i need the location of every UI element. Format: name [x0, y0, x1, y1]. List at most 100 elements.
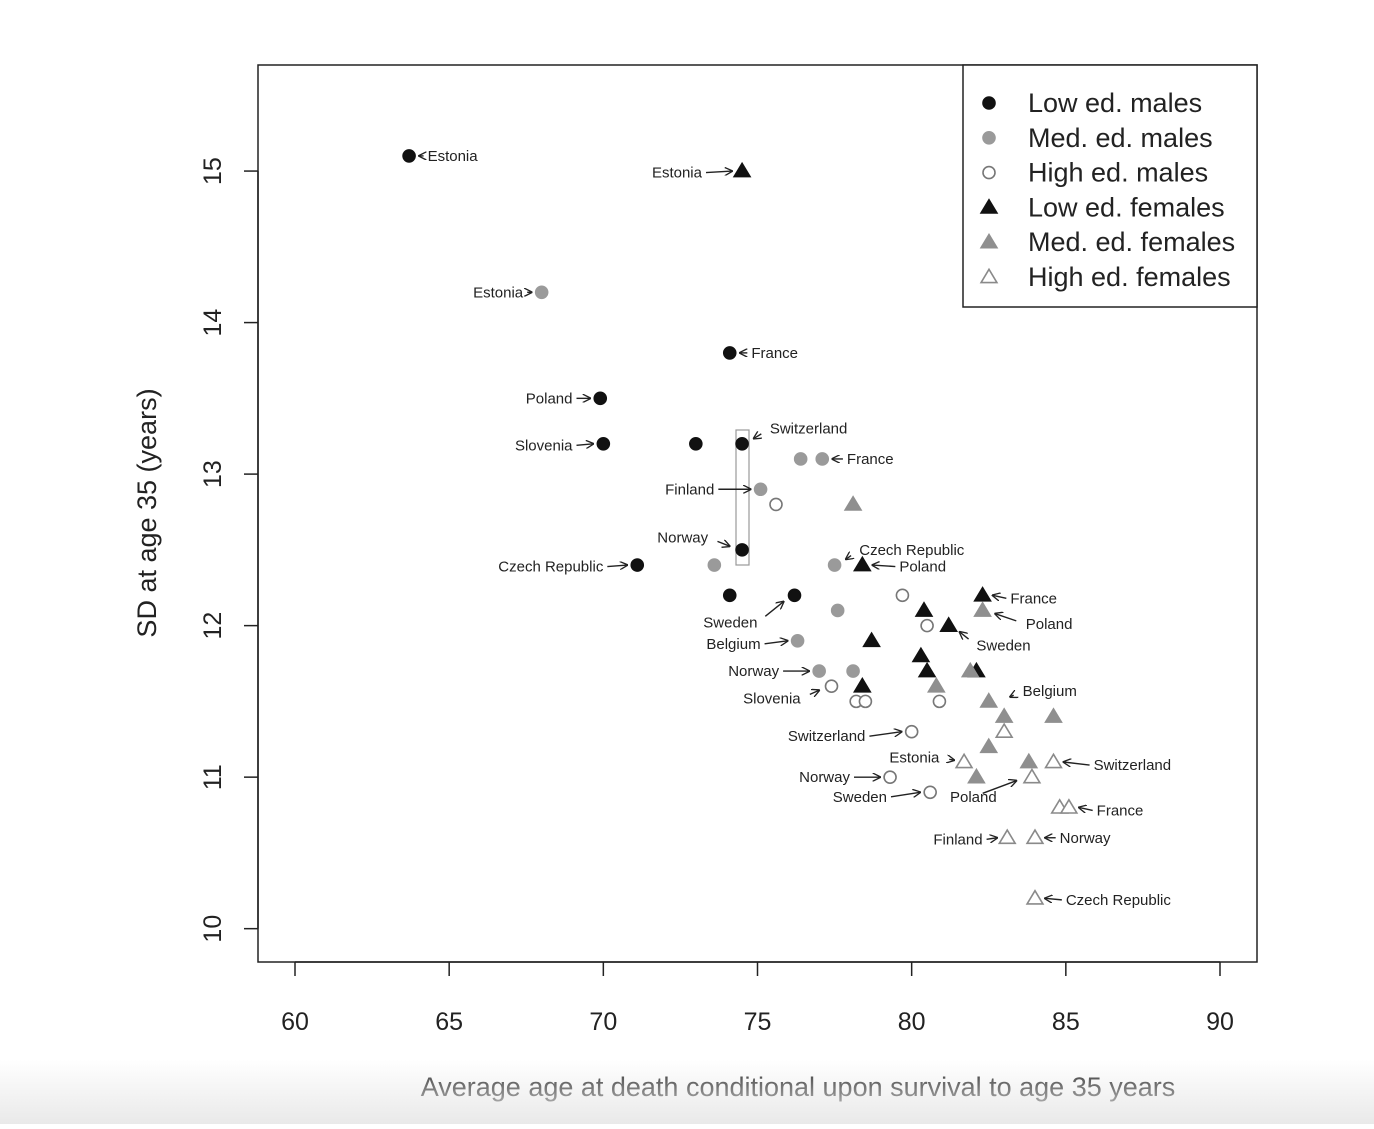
legend-label: High ed. males [1028, 158, 1208, 188]
med-ed-males-point [830, 603, 845, 618]
low-ed-females-point [911, 646, 931, 663]
annotation-arrow [993, 595, 1007, 598]
low-ed-females-point [939, 616, 958, 632]
y-axis: 10 11 12 13 14 15 [199, 157, 259, 943]
annotation-arrow [995, 614, 1017, 622]
annotation-arrow [717, 541, 729, 546]
x-tick-label: 85 [1052, 1008, 1080, 1036]
annotation-label: Czech Republic [859, 542, 965, 559]
annotation-label: Czech Republic [1066, 892, 1172, 909]
annotation-label: Finland [933, 831, 982, 848]
low-ed-males-point [722, 346, 737, 360]
annotation-arrow [890, 792, 920, 797]
annotation-label: Poland [526, 390, 573, 407]
low-ed-males-point [735, 437, 749, 451]
annotation-label: Finland [665, 481, 714, 498]
annotation-label: Slovenia [743, 690, 801, 707]
high-ed-females-point [994, 722, 1014, 739]
low-ed-males-point [787, 588, 802, 603]
med-ed-females-point [927, 677, 946, 693]
annotation-label: France [751, 345, 798, 362]
low-ed-females-point [862, 631, 881, 648]
annotation-label: Switzerland [770, 421, 848, 438]
x-tick-label: 65 [435, 1008, 463, 1036]
med-ed-females-point [843, 495, 863, 511]
med-ed-females-point [1044, 707, 1063, 723]
annotation-label: Belgium [1023, 683, 1077, 700]
legend-marker-high-ed-females [979, 267, 999, 284]
annotation-label: France [1010, 590, 1057, 607]
legend-marker-med-ed-females [979, 232, 999, 249]
med-ed-females-point [979, 737, 999, 754]
high-ed-males-point [769, 497, 783, 512]
legend-label: Low ed. females [1028, 192, 1225, 222]
annotation-arrow [960, 632, 970, 639]
annotation-arrow [1045, 898, 1062, 900]
high-ed-males-point [858, 694, 873, 709]
highlight-box [735, 429, 750, 566]
annotation-arrow [809, 690, 819, 694]
med-ed-males-point [846, 664, 860, 678]
legend: Low ed. males Med. ed. males High ed. male… [962, 64, 1258, 308]
annotation-arrow [982, 781, 1017, 794]
med-ed-males-point [815, 452, 830, 466]
y-tick-label: 10 [199, 915, 227, 943]
legend-label: High ed. females [1028, 262, 1231, 292]
annotations: Estonia Estonia Estonia France Poland Sloveni… [419, 148, 1171, 909]
med-ed-females-point [960, 661, 980, 678]
low-ed-females-point [732, 161, 752, 178]
med-ed-females-point [994, 707, 1014, 723]
legend-label: Low ed. males [1028, 88, 1202, 118]
med-ed-males-point [753, 482, 768, 497]
annotation-label: Estonia [473, 284, 524, 301]
high-ed-males-point [824, 679, 839, 694]
low-ed-males-point [689, 437, 703, 451]
annotation-arrow [705, 171, 732, 173]
annotation-label: Switzerland [1094, 757, 1172, 774]
annotation-label: Norway [728, 663, 779, 680]
med-ed-males-point [790, 633, 805, 648]
annotation-label: France [1097, 802, 1144, 819]
high-ed-females-point [1059, 798, 1079, 814]
x-tick-label: 75 [744, 1008, 772, 1036]
y-axis-label: SD at age 35 (years) [132, 388, 162, 637]
med-ed-females-point [973, 601, 992, 617]
annotation-arrow [754, 434, 762, 439]
legend-label: Med. ed. females [1028, 227, 1235, 257]
annotation-arrow [1079, 807, 1093, 810]
low-ed-males-point [735, 543, 749, 557]
annotation-arrow [607, 565, 627, 567]
low-ed-females-point [853, 677, 872, 693]
low-ed-females-point [973, 586, 992, 602]
legend-marker-med-ed-males [982, 131, 996, 145]
high-ed-males-point [920, 618, 934, 633]
y-tick-label: 12 [199, 612, 227, 640]
annotation-label: Norway [657, 530, 708, 547]
annotation-arrow [1064, 762, 1090, 765]
high-ed-males-point [883, 770, 897, 784]
data-points [402, 149, 1079, 905]
annotation-arrow [846, 556, 851, 560]
low-ed-males-point [593, 391, 608, 406]
x-axis-label: Average age at death conditional upon su… [421, 1072, 1176, 1102]
low-ed-females-point [853, 555, 872, 572]
low-ed-males-point [630, 558, 645, 572]
high-ed-females-point [954, 752, 974, 769]
low-ed-males-point [722, 588, 737, 603]
high-ed-females-point [1022, 767, 1042, 784]
annotation-label: Belgium [706, 636, 760, 653]
annotation-label: Slovenia [515, 437, 573, 454]
legend-marker-low-ed-males [982, 96, 996, 110]
annotation-arrow [872, 565, 896, 567]
high-ed-females-point [1044, 752, 1063, 769]
med-ed-females-point [979, 692, 999, 708]
high-ed-females-point [1025, 889, 1045, 905]
annotation-label: Norway [799, 769, 850, 786]
y-tick-label: 13 [199, 460, 227, 488]
annotation-label: Poland [1026, 616, 1073, 633]
annotation-label: Estonia [652, 165, 703, 182]
med-ed-females-point [967, 767, 986, 784]
annotation-label: Estonia [428, 148, 479, 165]
